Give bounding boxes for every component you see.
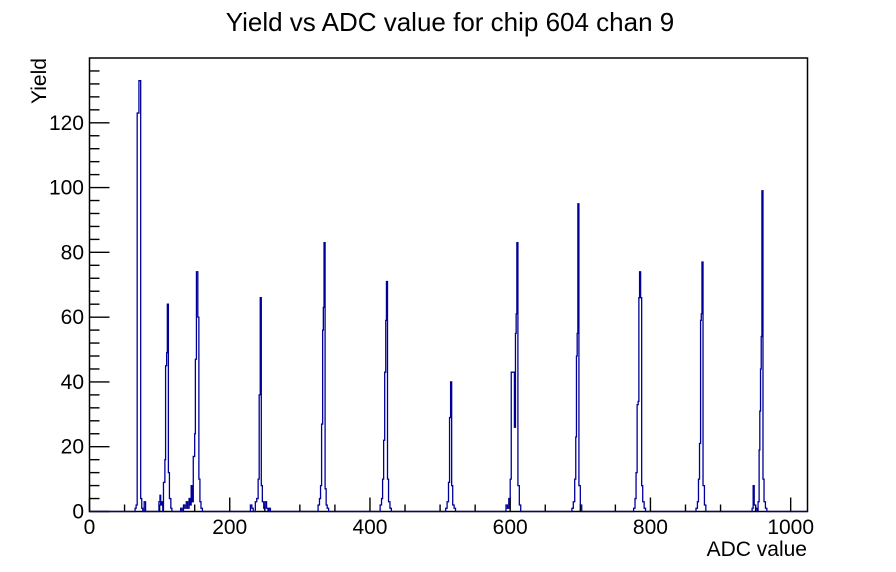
y-axis-label: Yield	[28, 58, 51, 104]
svg-text:80: 80	[61, 241, 84, 264]
svg-text:40: 40	[61, 371, 84, 394]
svg-text:400: 400	[352, 516, 387, 539]
histogram-line	[89, 80, 808, 513]
plot-frame	[88, 57, 809, 513]
svg-text:1000: 1000	[767, 516, 814, 539]
x-axis-label: ADC value	[707, 538, 807, 561]
svg-text:0: 0	[72, 501, 84, 524]
svg-text:100: 100	[49, 177, 84, 200]
svg-text:800: 800	[633, 516, 668, 539]
svg-text:600: 600	[493, 516, 528, 539]
svg-text:120: 120	[49, 112, 84, 135]
chart-title: Yield vs ADC value for chip 604 chan 9	[226, 7, 675, 37]
svg-text:200: 200	[212, 516, 247, 539]
svg-text:60: 60	[61, 306, 84, 329]
svg-text:20: 20	[61, 436, 84, 459]
y-tick-labels: 0 20 40 60 80 100 120	[49, 112, 84, 524]
x-tick-labels: 0 200 400 600 800 1000	[84, 516, 814, 539]
svg-text:0: 0	[84, 516, 96, 539]
